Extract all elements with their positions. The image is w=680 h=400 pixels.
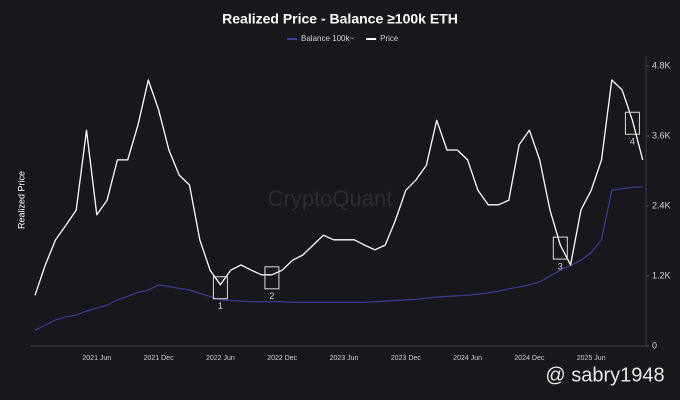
annotation-box [552,236,568,260]
y-tick-label: 2.4K [652,200,671,210]
y-tick-label: 1.2K [652,270,671,280]
legend-label: Price [380,34,399,43]
annotation-label: 1 [218,301,223,311]
x-tick-label: 2022 Jun [206,355,235,362]
line-series [34,79,644,296]
x-tick-label: 2021 Dec [144,355,174,362]
y-tick-label: 3.6K [652,130,671,140]
x-tick-label: 2022 Dec [267,355,297,362]
annotation-label: 2 [269,291,274,301]
chart-title: Realized Price - Balance ≥100k ETH [222,11,458,27]
annotation-box [624,111,640,135]
x-tick-label: 2024 Jun [453,355,482,362]
x-tick-label: 2024 Dec [514,355,544,362]
watermark: CryptoQuant [268,186,393,211]
x-tick-label: 2021 Jun [82,355,111,362]
annotation-box [212,276,228,300]
credit: @ sabry1948 [545,364,664,386]
annotation-label: 4 [630,137,635,147]
x-tick-label: 2023 Jun [330,355,359,362]
annotation-box [264,266,280,290]
line-series [34,186,643,331]
y-tick-label: 4.8K [652,60,671,70]
x-tick-label: 2023 Dec [391,355,421,362]
annotation-label: 3 [558,261,563,271]
y-tick-label: 0 [652,340,657,350]
legend-label: Balance 100k~ [301,34,354,43]
y-axis-label: Realized Price [16,171,26,229]
x-tick-label: 2025 Jun [577,355,606,362]
